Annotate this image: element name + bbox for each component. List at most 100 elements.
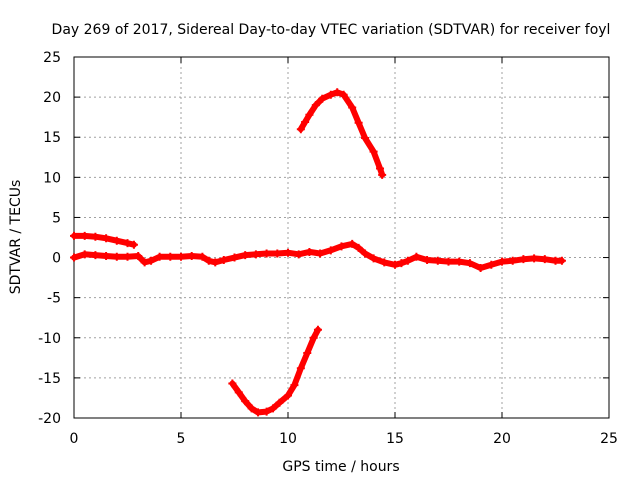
data-point (70, 231, 78, 240)
data-point (530, 254, 539, 263)
data-point (348, 103, 357, 112)
data-point (519, 255, 528, 264)
y-tick-label: -5 (47, 291, 61, 307)
data-point (219, 255, 228, 264)
data-point (305, 247, 314, 256)
data-point (540, 255, 549, 264)
data-point (112, 236, 121, 245)
data-point (354, 118, 363, 127)
grid (74, 57, 609, 418)
data-point (91, 251, 100, 260)
data-point (123, 239, 132, 248)
data-point (198, 252, 207, 261)
data-point (498, 257, 506, 266)
tick-labels: 0 5 10 15 20 25 25 20 15 10 5 0 -5 -10 -15 -20 (38, 50, 618, 447)
data-point (254, 408, 263, 417)
series-line (229, 326, 321, 416)
data-point (155, 252, 164, 261)
data-point (230, 253, 239, 262)
data-point (177, 252, 185, 261)
data-point (369, 147, 378, 156)
data-point (262, 249, 271, 258)
data-point (397, 259, 406, 268)
data-point (305, 110, 314, 119)
data-point (129, 240, 138, 249)
chart-title: Day 269 of 2017, Sidereal Day-to-day VTE… (52, 22, 611, 38)
data-point (251, 250, 260, 259)
plot-frame (73, 56, 610, 419)
data-point (303, 349, 312, 358)
series-negative-arc (228, 325, 322, 417)
data-point (91, 232, 100, 241)
data-point (284, 391, 292, 400)
data-point (403, 256, 412, 265)
data-point (361, 134, 370, 143)
data-point (444, 257, 453, 266)
data-point (508, 256, 517, 265)
axis-ticks (73, 56, 610, 419)
data-point (433, 256, 442, 265)
data-point (455, 257, 464, 266)
data-point (211, 258, 220, 267)
data-point (369, 254, 378, 263)
data-point (376, 164, 385, 173)
y-tick-label: 0 (52, 251, 61, 267)
data-point (348, 239, 357, 248)
data-point (465, 259, 474, 268)
data-point (412, 252, 421, 261)
data-layer (70, 88, 566, 417)
data-point (102, 234, 111, 243)
data-point (391, 260, 399, 269)
data-point (241, 251, 250, 260)
y-tick-label: 5 (52, 210, 61, 226)
data-point (294, 250, 303, 259)
y-tick-label: -10 (38, 331, 61, 347)
data-point (269, 404, 278, 413)
data-point (102, 251, 111, 260)
data-point (80, 231, 89, 240)
y-tick-label: 25 (43, 50, 61, 66)
data-point (70, 253, 78, 262)
data-point (123, 252, 132, 261)
y-axis-label: SDTVAR / TECUs (8, 180, 24, 295)
series-near-zero (70, 239, 566, 272)
data-point (296, 125, 305, 134)
data-point (339, 90, 348, 99)
data-point (262, 407, 271, 416)
data-point (273, 249, 282, 258)
data-point (378, 170, 387, 179)
data-point (187, 251, 196, 260)
data-point (296, 364, 305, 373)
x-tick-label: 0 (70, 431, 79, 447)
data-point (80, 250, 89, 259)
data-point (275, 398, 284, 407)
data-point (228, 379, 237, 388)
y-tick-label: -15 (38, 371, 61, 387)
series-positive-arc (296, 88, 387, 179)
data-point (361, 249, 370, 258)
data-point (337, 242, 346, 251)
data-point (241, 397, 250, 406)
y-tick-label: 20 (43, 90, 61, 106)
data-point (326, 246, 335, 255)
data-point (313, 325, 322, 334)
data-point (557, 256, 566, 265)
y-tick-label: 15 (43, 130, 61, 146)
data-point (134, 251, 143, 260)
data-point (316, 249, 325, 258)
data-point (423, 255, 432, 264)
data-point (140, 258, 149, 267)
data-point (290, 381, 299, 390)
data-point (284, 248, 292, 257)
data-point (476, 263, 485, 272)
data-point (326, 90, 335, 99)
data-point (204, 256, 213, 265)
data-point (301, 117, 310, 126)
data-point (311, 101, 320, 110)
data-point (234, 388, 243, 397)
data-point (354, 243, 363, 252)
y-tick-label: 10 (43, 170, 61, 186)
x-axis-label: GPS time / hours (282, 459, 399, 475)
x-tick-label: 15 (386, 431, 404, 447)
